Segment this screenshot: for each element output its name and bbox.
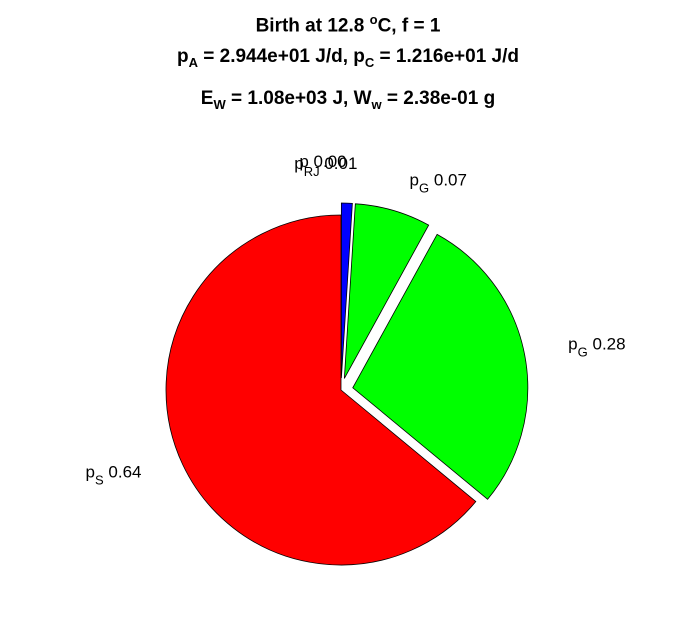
slice-label-symbol: p: [299, 152, 308, 171]
pie-slice-g-1: [343, 203, 430, 379]
pie-slice-rj-0: [340, 202, 353, 379]
title-text-part: = 2.38e-01 g: [381, 88, 496, 109]
pie-slice-label-4: p 0.00: [299, 152, 346, 171]
slice-label-symbol: p: [568, 334, 577, 353]
title-text-part: W: [213, 96, 226, 112]
slice-label-subscript: S: [95, 472, 104, 487]
title-text-part: A: [188, 54, 198, 70]
title-text-part: = 1.216e+01 J/d: [374, 46, 519, 67]
slice-label-value: 0.07: [434, 171, 467, 190]
pie-slice-label-2: pG 0.28: [568, 334, 625, 359]
pie-slice-s-3: [165, 214, 477, 566]
title-text-part: C, f = 1: [377, 15, 441, 37]
pie-slice-label-3: pS 0.64: [86, 462, 142, 487]
slice-label-subscript: G: [419, 181, 429, 196]
chart-title-line-3: EW = 1.08e+03 J, Ww = 2.38e-01 g: [0, 88, 696, 112]
title-text-part: Birth at 12.8: [255, 15, 370, 37]
slice-label-value: 0.28: [592, 334, 625, 353]
slice-label-symbol: p: [294, 154, 303, 173]
title-text-part: C: [364, 54, 375, 70]
pie-slice-label-1: pG 0.07: [410, 171, 467, 196]
slice-label-value: 0.00: [314, 152, 347, 171]
title-text-part: o: [369, 12, 378, 27]
slice-label-symbol: p: [410, 171, 419, 190]
slice-label-value: 0.01: [324, 154, 357, 173]
pie-slice-label-0: pRJ 0.01: [294, 154, 357, 179]
chart-title-line-1: Birth at 12.8 oC, f = 1: [0, 12, 696, 37]
title-text-part: w: [371, 96, 382, 112]
title-text-part: E: [200, 88, 214, 109]
chart-title-line-2: pA = 2.944e+01 J/d, pC = 1.216e+01 J/d: [0, 46, 696, 70]
title-text-part: = 1.08e+03 J, W: [225, 88, 372, 109]
slice-label-value: 0.64: [108, 462, 141, 481]
slice-label-subscript: G: [578, 344, 588, 359]
slice-label-subscript: RJ: [304, 164, 320, 179]
title-text-part: p: [176, 46, 189, 67]
title-text-part: = 2.944e+01 J/d, p: [197, 46, 365, 67]
slice-label-symbol: p: [86, 462, 95, 481]
pie-slices: [165, 202, 529, 566]
pie-slice-g-2: [352, 233, 529, 500]
